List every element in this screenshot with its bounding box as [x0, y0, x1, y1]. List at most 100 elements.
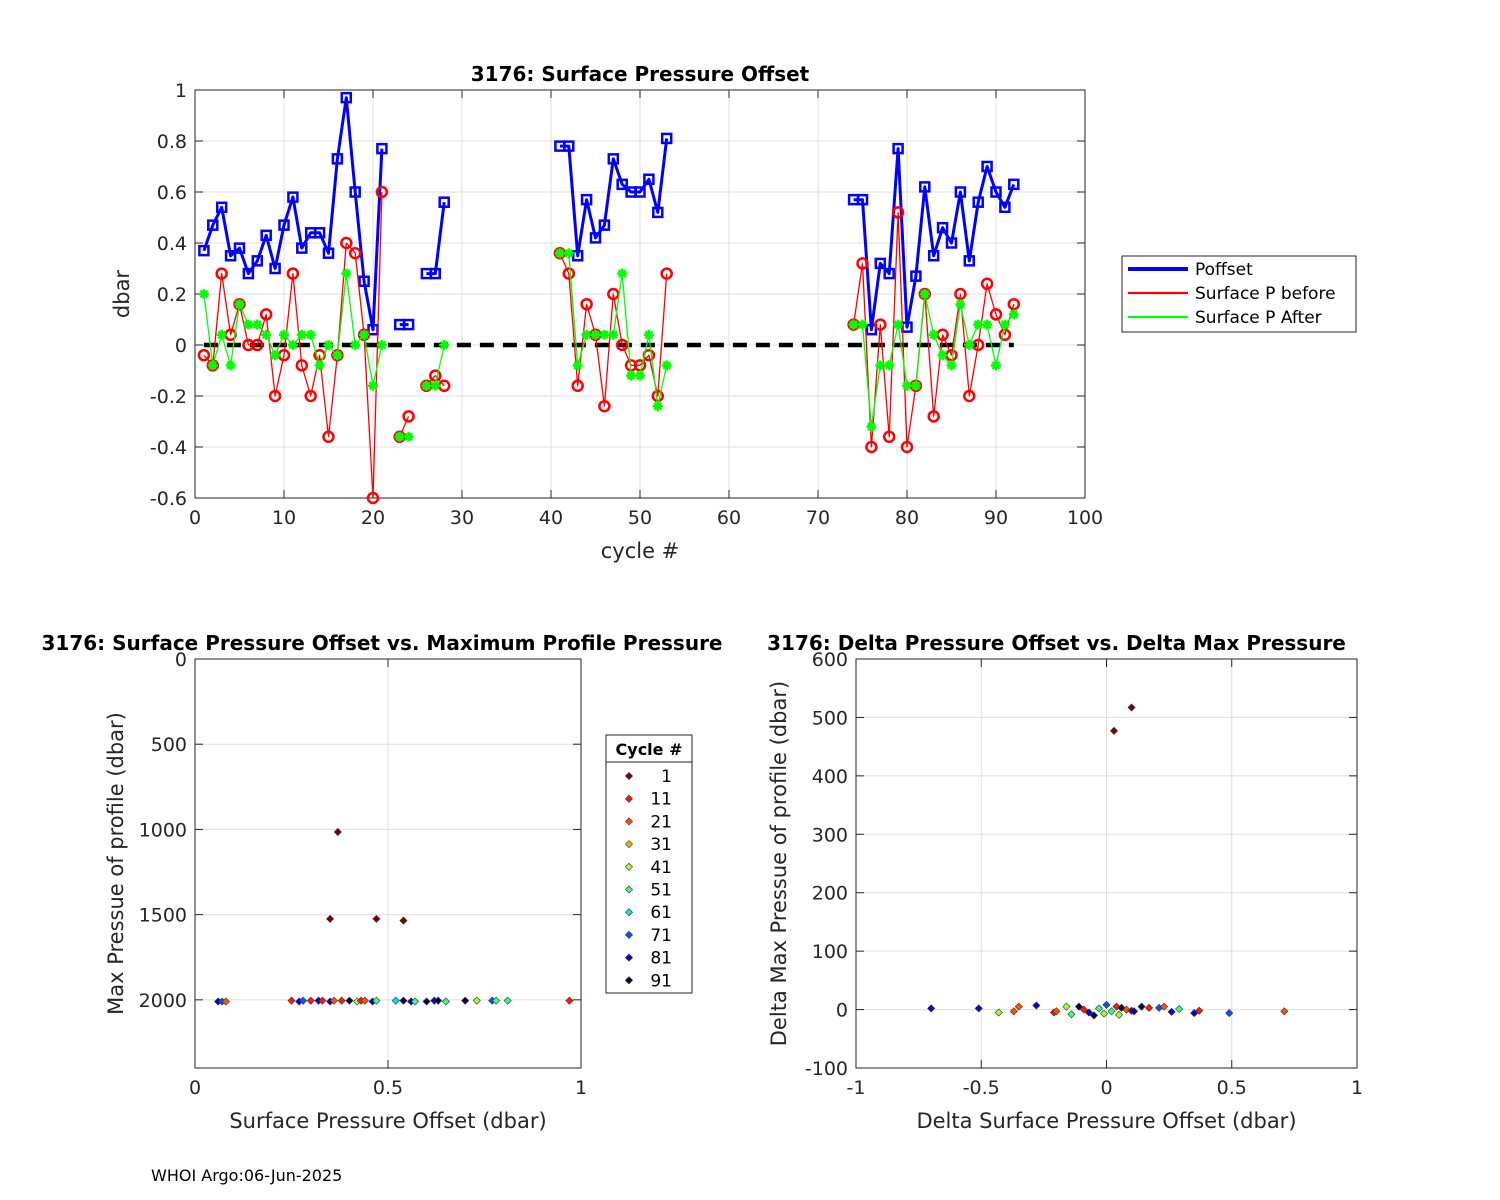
data-point — [341, 268, 352, 279]
data-point — [937, 350, 948, 361]
x-tick-label: -1 — [847, 1077, 866, 1099]
data-point — [571, 379, 584, 393]
data-point — [268, 389, 282, 403]
data-point — [617, 268, 628, 279]
data-point — [964, 340, 975, 350]
data-point — [224, 250, 237, 262]
legend-swatch — [624, 794, 634, 803]
data-point — [197, 348, 211, 362]
data-point — [999, 319, 1010, 330]
data-point — [891, 206, 905, 219]
data-point — [1008, 309, 1019, 320]
data-point — [1089, 1011, 1098, 1020]
data-point — [1127, 703, 1136, 712]
data-point — [1225, 1009, 1234, 1018]
x-tick-label: -0.5 — [963, 1077, 1000, 1099]
y-tick-label: 0 — [836, 1000, 848, 1022]
data-point — [287, 191, 299, 203]
data-point — [1130, 1007, 1139, 1016]
data-point — [608, 329, 619, 340]
x-tick-label: 0 — [189, 507, 201, 529]
data-point — [616, 178, 628, 191]
data-point — [503, 996, 512, 1005]
data-point — [1009, 1007, 1018, 1016]
y-tick-label: 0.8 — [157, 131, 187, 153]
y-tick-label: 500 — [812, 707, 848, 729]
data-point — [461, 996, 470, 1005]
data-point — [198, 244, 210, 257]
data-point — [982, 319, 993, 330]
data-point — [856, 193, 869, 206]
data-point — [349, 186, 361, 198]
legend-label: 91 — [650, 971, 672, 991]
legend-label: Surface P before — [1195, 284, 1336, 304]
data-point — [972, 196, 984, 208]
data-point — [287, 340, 298, 350]
data-point — [492, 996, 501, 1005]
data-point — [1052, 1007, 1061, 1016]
series-surface-p-after — [198, 248, 1019, 442]
data-point — [322, 247, 335, 259]
y-tick-label: 600 — [812, 649, 848, 671]
legend-swatch — [624, 908, 634, 917]
data-point — [278, 219, 290, 231]
data-point — [580, 193, 593, 206]
data-point — [643, 329, 654, 340]
data-point — [318, 996, 327, 1005]
data-point — [299, 996, 308, 1005]
legend-swatch — [624, 862, 634, 871]
legend-swatch — [624, 885, 634, 894]
data-point — [1145, 1003, 1154, 1012]
data-point — [1008, 178, 1020, 191]
data-point — [260, 229, 272, 242]
y-tick-label: 1000 — [139, 819, 187, 841]
data-point — [472, 996, 481, 1005]
data-point — [883, 267, 895, 280]
legend-swatch — [624, 930, 634, 939]
data-point — [304, 389, 317, 403]
data-point — [910, 380, 921, 391]
data-point — [332, 350, 343, 361]
y-tick-label: -0.4 — [150, 437, 187, 459]
data-point — [375, 185, 389, 199]
data-point — [421, 380, 432, 391]
data-point — [900, 440, 914, 454]
data-point — [946, 360, 957, 371]
data-point — [893, 319, 904, 330]
legend-label: 81 — [650, 949, 672, 969]
chart-title: 3176: Surface Pressure Offset vs. Maximu… — [42, 631, 723, 655]
data-point — [242, 267, 255, 280]
x-axis-label: Delta Surface Pressure Offset (dbar) — [916, 1109, 1296, 1133]
data-point — [892, 142, 904, 155]
data-point — [927, 410, 940, 423]
y-tick-label: 1 — [175, 80, 187, 102]
y-tick-label: 0 — [175, 335, 187, 357]
data-point — [430, 380, 441, 391]
data-point — [1067, 1010, 1076, 1019]
data-point — [882, 430, 896, 444]
data-point — [269, 262, 281, 275]
x-axis-label: cycle # — [601, 539, 680, 563]
data-point — [1115, 1010, 1124, 1019]
data-point — [296, 329, 307, 340]
data-point — [572, 360, 583, 371]
data-point — [980, 277, 994, 291]
x-tick-label: 20 — [361, 507, 385, 529]
x-tick-label: 10 — [272, 507, 296, 529]
data-point — [643, 173, 655, 185]
legend-label: Surface P After — [1195, 308, 1322, 328]
data-point — [331, 153, 344, 165]
data-point — [865, 323, 878, 336]
data-point — [635, 370, 645, 381]
data-point — [372, 996, 381, 1005]
y-tick-label: 400 — [812, 766, 848, 788]
data-point — [607, 287, 620, 301]
data-point — [563, 140, 575, 152]
data-point — [902, 380, 912, 391]
y-tick-label: 0.6 — [157, 182, 187, 204]
data-point — [337, 996, 346, 1005]
data-point — [198, 289, 209, 299]
y-tick-label: 100 — [812, 941, 848, 963]
data-point — [565, 996, 574, 1005]
data-point — [954, 186, 967, 198]
